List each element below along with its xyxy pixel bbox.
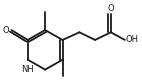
Text: OH: OH: [126, 35, 139, 44]
Text: O: O: [2, 26, 9, 35]
Text: NH: NH: [21, 65, 34, 74]
Text: O: O: [107, 4, 114, 13]
